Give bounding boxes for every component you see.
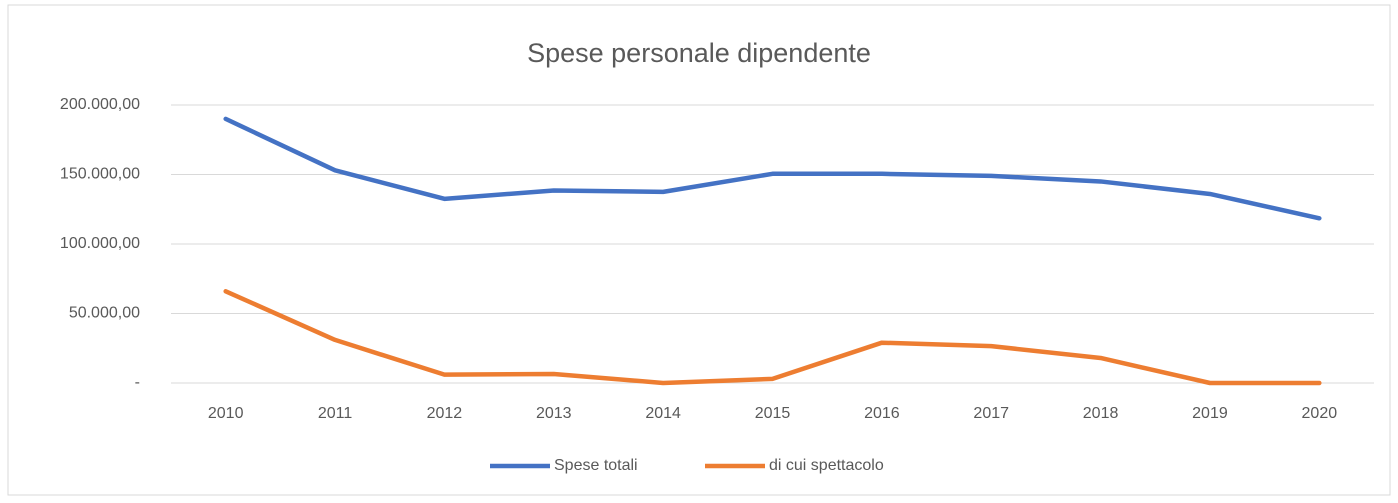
- y-tick-label: 50.000,00: [69, 305, 140, 322]
- x-tick-label: 2015: [755, 405, 791, 422]
- chart-title: Spese personale dipendente: [527, 38, 871, 68]
- x-tick-label: 2016: [864, 405, 900, 422]
- series-line: [223, 289, 1322, 386]
- x-tick-label: 2018: [1083, 405, 1119, 422]
- x-tick-label: 2017: [973, 405, 1009, 422]
- x-tick-label: 2011: [318, 405, 353, 422]
- x-tick-label: 2014: [645, 405, 681, 422]
- series-line: [223, 116, 1322, 221]
- x-tick-label: 2013: [536, 405, 572, 422]
- x-tick-label: 2019: [1192, 405, 1228, 422]
- legend-label: Spese totali: [554, 457, 638, 474]
- legend-label: di cui spettacolo: [769, 457, 884, 474]
- chart-border: [7, 4, 1391, 496]
- y-tick-label: 200.000,00: [60, 96, 140, 113]
- x-tick-label: 2012: [427, 405, 463, 422]
- x-tick-label: 2020: [1302, 405, 1338, 422]
- y-tick-label: 100.000,00: [60, 235, 140, 252]
- y-tick-label: 150.000,00: [60, 166, 140, 183]
- x-tick-label: 2010: [208, 405, 244, 422]
- y-tick-label: -: [135, 374, 140, 391]
